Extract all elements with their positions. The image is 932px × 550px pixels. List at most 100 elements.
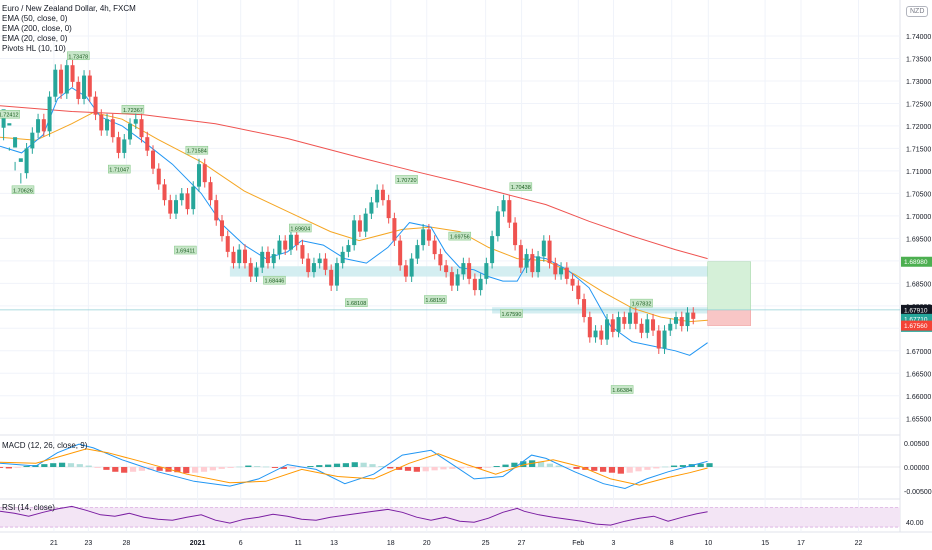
candle-body	[24, 148, 29, 174]
candle-body	[633, 312, 638, 324]
macd-histogram-bar	[307, 466, 314, 467]
currency-badge[interactable]: NZD	[906, 6, 929, 17]
candle-body	[518, 245, 523, 268]
candle-body	[363, 213, 368, 232]
candle-body	[541, 240, 546, 257]
pivot-label: 1.72367	[123, 108, 143, 114]
candle-body	[191, 186, 196, 210]
candle-body	[196, 164, 202, 187]
macd-histogram-bar	[174, 467, 181, 473]
x-tick-label: 25	[482, 540, 490, 547]
macd-histogram-bar	[147, 467, 154, 470]
pivot-label: 1.73478	[68, 54, 88, 60]
candle-body	[346, 245, 351, 252]
macd-line	[0, 443, 708, 490]
candle-body	[7, 123, 12, 126]
macd-histogram-bar	[245, 465, 252, 467]
y-tick-label: 1.72500	[906, 101, 931, 108]
price-axis-tag-label: 1.67910	[904, 307, 928, 314]
macd-histogram-bar	[23, 466, 30, 467]
macd-legend[interactable]: MACD (12, 26, close, 9)	[2, 441, 88, 450]
y-tick-label: 1.74000	[906, 34, 931, 41]
x-tick-label: 6	[239, 540, 243, 547]
candle-body	[231, 251, 236, 264]
candle-body	[610, 319, 615, 332]
macd-histogram-bar	[271, 467, 279, 468]
candle-body	[168, 200, 173, 214]
macd-histogram-bar	[617, 467, 624, 474]
y-tick-label: 1.66000	[906, 394, 931, 401]
candle-body	[93, 96, 98, 115]
candle-body	[288, 234, 293, 250]
y-tick-label: 1.73000	[906, 79, 931, 86]
macd-histogram-bar	[254, 466, 261, 467]
candle-body	[674, 317, 679, 324]
pivot-label-box	[395, 175, 418, 184]
x-tick-label: 11	[294, 540, 301, 547]
macd-histogram-bar	[85, 465, 92, 467]
candle-body	[507, 200, 512, 223]
indicator-ema20-label[interactable]: EMA (20, close, 0)	[2, 34, 68, 43]
macd-histogram-bar	[458, 467, 465, 469]
x-tick-label: 2021	[190, 540, 206, 547]
macd-histogram-bar	[94, 467, 101, 468]
position-stop-box	[707, 309, 751, 326]
candle-body	[329, 269, 334, 286]
candle-body	[59, 69, 64, 94]
macd-histogram-bar	[475, 467, 483, 469]
macd-histogram-bar	[333, 463, 341, 467]
candle-body	[70, 65, 75, 82]
candle-body	[82, 75, 87, 99]
indicator-ema50-label[interactable]: EMA (50, close, 0)	[2, 14, 68, 23]
candle-body	[162, 184, 167, 201]
pivot-label: 1.66384	[612, 388, 632, 394]
candle-body	[656, 330, 661, 349]
candle-body	[530, 254, 535, 273]
candle-body	[691, 312, 696, 319]
indicator-ema200-label[interactable]: EMA (200, close, 0)	[2, 24, 72, 33]
pivot-label: 1.71584	[187, 149, 207, 155]
candle-body	[357, 220, 362, 232]
candle-body	[438, 254, 443, 266]
macd-histogram-bar	[360, 462, 367, 467]
pivot-label-box	[121, 105, 145, 114]
price-axis-tag	[901, 304, 932, 315]
candle-body	[41, 119, 46, 132]
position-target-box	[707, 261, 751, 311]
candle-body	[145, 137, 150, 151]
macd-histogram-bar	[325, 464, 332, 467]
candle-body	[53, 69, 58, 97]
rsi-legend[interactable]: RSI (14, close)	[2, 503, 55, 512]
pivot-label: 1.70626	[13, 188, 33, 194]
x-tick-label: 27	[518, 540, 526, 547]
candle-body	[317, 258, 322, 264]
candle-body	[133, 119, 138, 124]
candle-body	[122, 139, 127, 153]
candle-body	[334, 263, 339, 286]
candle-body	[455, 274, 460, 286]
pivot-label-box	[174, 245, 197, 255]
macd-histogram-bar	[112, 467, 119, 472]
y-tick-label: 1.66500	[906, 371, 931, 378]
macd-histogram-bar	[697, 463, 704, 467]
candle-body	[616, 317, 621, 332]
macd-histogram-bar	[537, 461, 545, 467]
pivot-label: 1.67590	[502, 312, 522, 318]
candle-body	[323, 258, 328, 270]
macd-histogram-bar	[76, 464, 83, 467]
indicator-pivots-label[interactable]: Pivots HL (10, 10)	[2, 44, 66, 53]
chart-title[interactable]: Euro / New Zealand Dollar, 4h, FXCM	[2, 4, 136, 13]
price-axis-tag-label: 1.67710	[904, 316, 928, 323]
ema20-line	[0, 87, 708, 356]
candle-body	[639, 323, 644, 333]
macd-histogram-bar	[351, 462, 358, 467]
chart-legend: Euro / New Zealand Dollar, 4h, FXCM EMA …	[2, 4, 136, 54]
macd-histogram-bar	[236, 466, 243, 468]
x-tick-label: 3	[612, 540, 616, 547]
candle-body	[605, 319, 610, 340]
candle-body	[352, 220, 357, 246]
candle-body	[283, 240, 288, 250]
candle-body	[392, 218, 397, 241]
